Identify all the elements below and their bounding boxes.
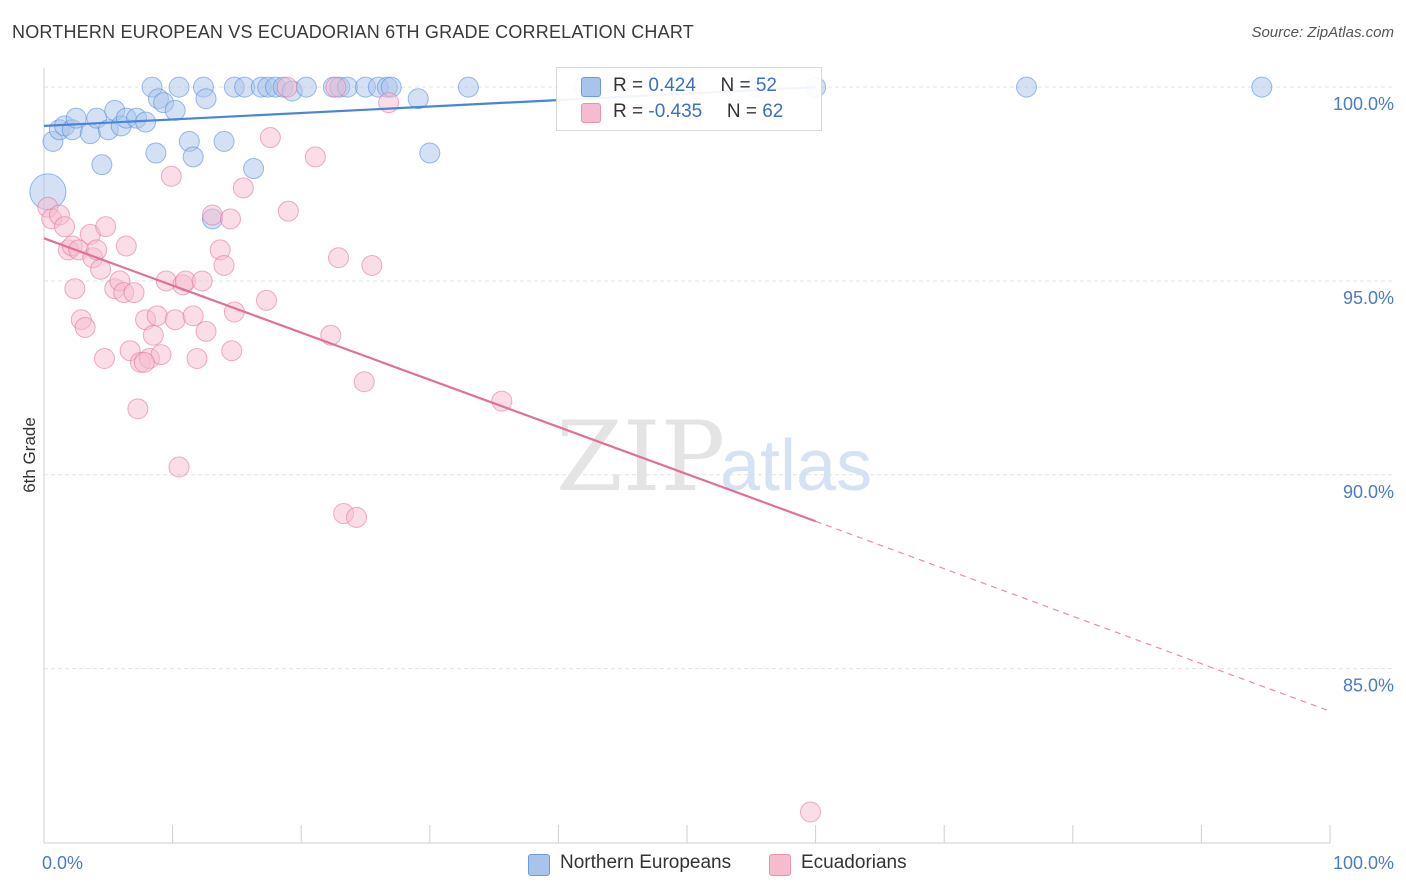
data-point — [213, 254, 235, 276]
y-tick-label: 85.0% — [1343, 676, 1394, 696]
data-point — [407, 88, 429, 110]
data-point — [127, 398, 149, 420]
data-point — [232, 177, 254, 199]
data-point — [115, 235, 137, 257]
data-point — [419, 142, 441, 164]
data-point — [799, 801, 821, 823]
x-tick-label: 100.0% — [1333, 853, 1394, 873]
data-point — [133, 351, 155, 373]
data-point — [491, 390, 513, 412]
data-point — [1016, 76, 1038, 98]
data-point — [182, 305, 204, 327]
data-point — [201, 204, 223, 226]
data-point — [160, 165, 182, 187]
data-point — [345, 506, 367, 528]
data-point — [327, 247, 349, 269]
data-point — [74, 316, 96, 338]
data-point — [95, 216, 117, 238]
chart-title: NORTHERN EUROPEAN VS ECUADORIAN 6TH GRAD… — [12, 22, 694, 42]
legend-n-label: N = — [720, 75, 756, 96]
data-point — [164, 99, 186, 121]
data-point — [146, 305, 168, 327]
data-point — [320, 324, 342, 346]
data-point — [54, 216, 76, 238]
data-point — [186, 347, 208, 369]
legend-swatch-blue — [528, 854, 550, 876]
data-point — [353, 371, 375, 393]
legend-label: Ecuadorians — [801, 852, 907, 873]
watermark: ZIP atlas — [556, 401, 872, 513]
watermark-atlas: atlas — [720, 426, 872, 506]
legend-swatch-pink — [581, 103, 601, 123]
data-point — [259, 127, 281, 149]
data-point — [168, 456, 190, 478]
data-point — [182, 146, 204, 168]
series-legend: Northern Europeans Ecuadorians — [0, 852, 1406, 878]
data-point — [304, 146, 326, 168]
legend-swatch-blue — [581, 77, 601, 97]
stats-legend: R = 0.424 N = 52 R = -0.435 N = 62 — [556, 67, 822, 131]
data-point — [195, 88, 217, 110]
data-point — [93, 347, 115, 369]
legend-swatch-pink — [769, 854, 791, 876]
data-point — [123, 282, 145, 304]
data-point — [295, 76, 317, 98]
legend-r-value: -0.435 — [648, 101, 703, 122]
y-tick-label: 100.0% — [1333, 94, 1394, 114]
y-tick-label: 95.0% — [1343, 288, 1394, 308]
data-point — [142, 324, 164, 346]
data-point — [168, 76, 190, 98]
data-point — [277, 200, 299, 222]
data-point — [145, 142, 167, 164]
legend-label: Northern Europeans — [560, 852, 732, 873]
data-point — [64, 278, 86, 300]
data-point — [457, 76, 479, 98]
trend-line-extension — [815, 520, 1331, 712]
legend-n-label: N = — [726, 101, 763, 122]
data-point — [325, 76, 347, 98]
y-tick-label: 90.0% — [1343, 482, 1394, 502]
axis-labels: 85.0% 90.0% 95.0% 100.0% 0.0% 100.0% 6th Grade — [20, 94, 1394, 873]
data-point — [243, 158, 265, 180]
legend-r-label: R = — [613, 101, 649, 122]
trend-line — [43, 237, 816, 523]
legend-n-value: 52 — [755, 75, 777, 96]
legend-r-label: R = — [613, 75, 649, 96]
data-point — [361, 254, 383, 276]
y-axis-label: 6th Grade — [20, 417, 39, 493]
data-point — [255, 289, 277, 311]
source-label: Source: ZipAtlas.com — [1251, 24, 1394, 41]
data-point — [213, 130, 235, 152]
data-point — [219, 208, 241, 230]
legend-r-value: 0.424 — [648, 75, 696, 96]
data-point — [91, 154, 113, 176]
data-point — [195, 320, 217, 342]
data-point — [164, 309, 186, 331]
data-point — [191, 270, 213, 292]
legend-n-value: 62 — [762, 101, 784, 122]
data-point — [1251, 76, 1273, 98]
data-point — [276, 76, 298, 98]
data-point — [221, 340, 243, 362]
x-tick-label: 0.0% — [42, 853, 83, 873]
